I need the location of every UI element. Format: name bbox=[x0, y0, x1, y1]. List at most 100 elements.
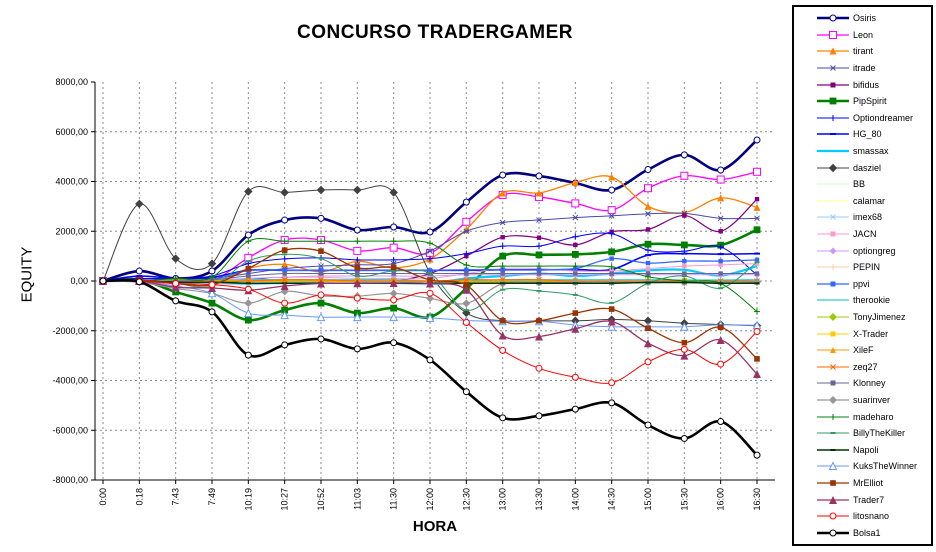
legend-key-icon bbox=[817, 82, 849, 88]
legend-label: JACN bbox=[853, 229, 877, 240]
y-tick-label: 4000,00 bbox=[55, 177, 88, 187]
series-marker bbox=[680, 434, 688, 442]
series-marker bbox=[535, 364, 543, 372]
series-marker bbox=[682, 271, 687, 276]
legend-item: therookie bbox=[816, 293, 931, 308]
series-marker bbox=[280, 188, 289, 197]
legend-label: smassax bbox=[853, 146, 889, 157]
legend-key-icon bbox=[817, 480, 849, 486]
legend-key-icon bbox=[817, 231, 849, 237]
series-marker bbox=[608, 173, 616, 181]
x-tick-label: 14:30 bbox=[607, 488, 617, 511]
legend-label: Optiondreamer bbox=[853, 112, 914, 123]
series-marker bbox=[281, 216, 289, 224]
series-marker bbox=[536, 318, 542, 324]
series-marker bbox=[390, 296, 398, 304]
series-marker bbox=[389, 312, 398, 322]
legend-item: imex68 bbox=[816, 210, 931, 225]
legend-label: zeq27 bbox=[853, 361, 878, 372]
legend-item: smassax bbox=[816, 144, 931, 159]
x-tick-label: 14:00 bbox=[570, 488, 580, 511]
legend-item: Bolsa1 bbox=[816, 525, 931, 540]
series-marker bbox=[571, 199, 580, 208]
legend-item: BillyTheKiller bbox=[816, 426, 931, 441]
series-marker bbox=[99, 277, 107, 285]
legend-item: Osiris bbox=[816, 11, 931, 26]
series-marker bbox=[717, 324, 724, 331]
series-marker bbox=[536, 267, 542, 273]
x-tick-label: 15:00 bbox=[643, 488, 653, 511]
chart-legend: Osiris Leon tirant itrade bifidus PipSpirit Op… bbox=[792, 5, 933, 546]
series-marker bbox=[753, 203, 761, 211]
series-marker bbox=[317, 335, 325, 343]
series-marker bbox=[462, 388, 470, 396]
legend-key-icon bbox=[817, 331, 849, 337]
legend-key-icon bbox=[817, 299, 849, 302]
legend-key-icon bbox=[817, 461, 849, 471]
series-marker bbox=[462, 198, 470, 206]
series-marker bbox=[644, 184, 652, 193]
legend-label: BB bbox=[853, 179, 866, 190]
legend-item: Leon bbox=[816, 27, 931, 42]
series-marker bbox=[427, 268, 433, 273]
legend-item: TonyJimenez bbox=[816, 309, 931, 324]
series-marker bbox=[829, 30, 837, 39]
series-marker bbox=[829, 529, 837, 537]
legend-key-icon bbox=[817, 30, 849, 39]
series-marker bbox=[500, 267, 505, 273]
series-marker bbox=[643, 316, 653, 326]
series-marker bbox=[608, 186, 616, 194]
legend-item: PipSpirit bbox=[816, 94, 931, 109]
series-marker bbox=[171, 283, 180, 292]
series-marker bbox=[754, 271, 760, 276]
y-tick-label: -2000,00 bbox=[52, 326, 88, 336]
legend-label: XileF bbox=[853, 345, 874, 356]
series-marker bbox=[499, 252, 507, 260]
series-marker bbox=[680, 322, 689, 331]
legend-key-icon bbox=[817, 281, 849, 287]
series-marker bbox=[682, 263, 687, 269]
legend-key-icon bbox=[817, 264, 849, 271]
legend-label: litosnano bbox=[853, 511, 890, 522]
series-marker bbox=[244, 308, 253, 318]
series-marker bbox=[281, 341, 289, 349]
legend-item: itrade bbox=[816, 61, 931, 76]
series-marker bbox=[208, 281, 216, 289]
series-marker bbox=[462, 285, 471, 294]
x-tick-label: 7:43 bbox=[171, 488, 181, 506]
series-marker bbox=[680, 241, 688, 249]
y-axis-title: EQUITY bbox=[18, 246, 36, 303]
series-marker bbox=[207, 259, 217, 268]
series-marker bbox=[499, 414, 507, 422]
legend-item: BB bbox=[816, 177, 931, 192]
series-marker bbox=[353, 345, 361, 353]
series-marker bbox=[644, 202, 652, 210]
series-marker bbox=[830, 347, 836, 354]
series-marker bbox=[573, 268, 578, 274]
legend-label: Osiris bbox=[853, 13, 876, 24]
series-marker bbox=[208, 308, 216, 316]
series-marker bbox=[390, 264, 397, 271]
series-marker bbox=[718, 229, 723, 234]
series-marker bbox=[607, 206, 616, 215]
series-marker bbox=[753, 370, 761, 379]
legend-item: XileF bbox=[816, 343, 931, 358]
series-marker bbox=[389, 278, 398, 287]
legend-label: BillyTheKiller bbox=[853, 428, 906, 439]
legend-item: MrElliot bbox=[816, 475, 931, 490]
legend-item: KuksTheWinner bbox=[816, 459, 931, 474]
series-marker bbox=[244, 316, 252, 324]
series-marker bbox=[680, 351, 689, 360]
series-marker bbox=[571, 178, 579, 186]
legend-label: itrade bbox=[853, 63, 876, 74]
series-marker bbox=[717, 166, 725, 174]
y-tick-label: -6000,00 bbox=[52, 425, 88, 435]
series-marker bbox=[644, 421, 652, 429]
legend-label: ppvi bbox=[853, 278, 870, 289]
series-marker bbox=[829, 313, 837, 321]
series-marker bbox=[244, 285, 252, 293]
series-marker bbox=[645, 325, 651, 332]
series-marker bbox=[317, 299, 325, 307]
series-marker bbox=[644, 166, 652, 174]
series-marker bbox=[389, 243, 398, 252]
